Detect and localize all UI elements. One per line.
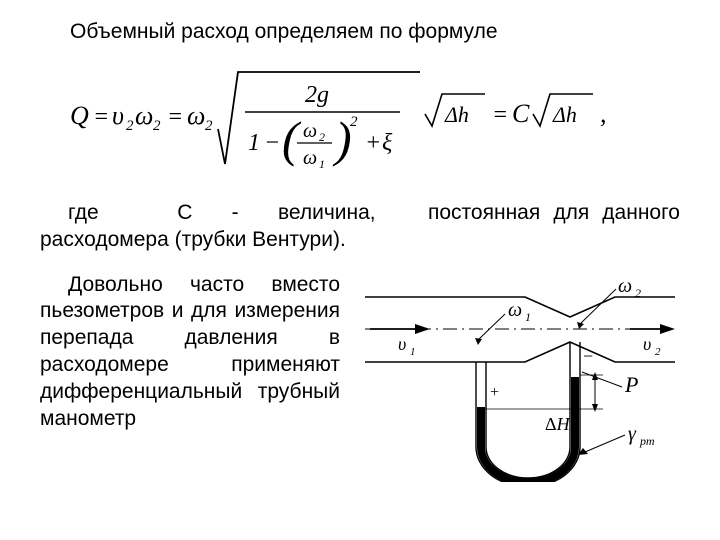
dh2: Δh bbox=[552, 102, 577, 127]
arrow-v1-head bbox=[415, 324, 430, 334]
den-one: 1 bbox=[248, 130, 260, 156]
dh1: Δh bbox=[444, 102, 469, 127]
leader-w2-head bbox=[577, 322, 584, 329]
lbl-w2s: 2 bbox=[635, 286, 641, 300]
bottom-area: Довольно часто вместо пьезометров и для … bbox=[40, 272, 680, 482]
leader-gamma bbox=[585, 435, 625, 452]
utube-outer bbox=[476, 342, 580, 482]
sf-w1s: 1 bbox=[319, 157, 325, 171]
den-minus: − bbox=[264, 130, 280, 156]
sym-w2a: ω bbox=[135, 101, 153, 130]
sym-comma: , bbox=[600, 99, 607, 128]
sf-w2: ω bbox=[303, 120, 317, 142]
lbl-dH: ΔH bbox=[545, 414, 571, 434]
lparen: ( bbox=[282, 111, 302, 167]
desc-line-1: где С - величина, постоянная для данного… bbox=[40, 199, 680, 254]
p2-text: Довольно часто вместо пьезометров и для … bbox=[40, 273, 340, 430]
lbl-w1: ω bbox=[508, 299, 522, 321]
sym-w2b: ω bbox=[187, 101, 205, 130]
lbl-v2s: 2 bbox=[655, 346, 661, 358]
lbl-v1s: 1 bbox=[410, 346, 416, 358]
leader-w1 bbox=[478, 314, 505, 340]
sym-w2bsub: 2 bbox=[205, 118, 213, 134]
lbl-P: P bbox=[624, 372, 638, 397]
sym-v2sub: 2 bbox=[126, 118, 134, 134]
den-plus: + bbox=[365, 130, 381, 156]
paragraph-2: Довольно часто вместо пьезометров и для … bbox=[40, 272, 340, 482]
sym-w2asub: 2 bbox=[153, 118, 161, 134]
rparen: ) bbox=[332, 111, 352, 167]
lbl-minus: − bbox=[583, 346, 593, 366]
paren-exp: 2 bbox=[350, 114, 358, 130]
num-2g: 2g bbox=[305, 82, 329, 108]
den-xi: ξ bbox=[382, 130, 393, 156]
arrow-v2-head bbox=[660, 324, 675, 334]
sym-eq1: = bbox=[93, 104, 109, 130]
leader-P bbox=[582, 372, 622, 387]
sym-v2: υ bbox=[112, 101, 124, 130]
dim-dH-a2 bbox=[592, 404, 598, 412]
leader-w1-head bbox=[475, 338, 482, 345]
lbl-gamma-sub: рт bbox=[639, 434, 655, 448]
lbl-w1s: 1 bbox=[525, 310, 531, 324]
desc1-w1: где bbox=[68, 201, 99, 224]
sf-w2s: 2 bbox=[319, 130, 325, 144]
lbl-v2: υ bbox=[643, 334, 651, 354]
page-title: Объемный расход определяем по формуле bbox=[70, 20, 680, 44]
desc1-w2: величина, bbox=[278, 201, 376, 224]
venturi-diagram: υ 1 υ 2 ω 1 ω 2 + − P bbox=[360, 272, 680, 482]
lbl-plus: + bbox=[490, 384, 499, 401]
leader-w2 bbox=[580, 289, 616, 324]
sf-w1: ω bbox=[303, 147, 317, 169]
formula: Q = υ 2 ω 2 = ω 2 2g 1 − ( ) ω 2 ω 1 2 +… bbox=[60, 64, 680, 174]
sym-eq3: = bbox=[492, 102, 508, 128]
sym-eq2: = bbox=[167, 104, 183, 130]
lbl-gamma: γ bbox=[628, 423, 637, 445]
lbl-w2: ω bbox=[618, 275, 632, 297]
sym-C: C bbox=[512, 99, 530, 128]
lbl-v1: υ bbox=[398, 334, 406, 354]
sym-Q: Q bbox=[70, 101, 89, 130]
desc1-C: С bbox=[177, 201, 192, 224]
desc1-dash: - bbox=[232, 201, 239, 224]
